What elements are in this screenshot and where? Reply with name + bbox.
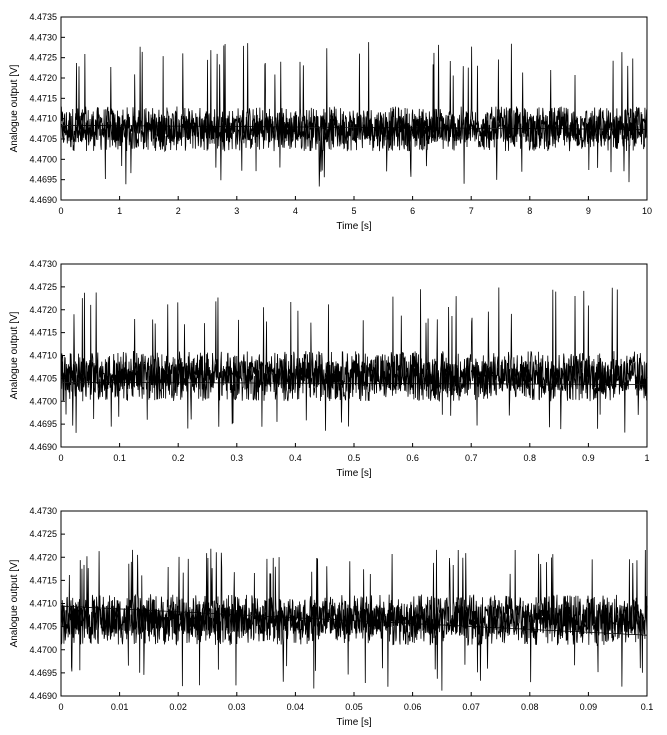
y-tick-label: 4.4710 <box>29 114 57 124</box>
x-tick-label: 0.02 <box>169 702 187 712</box>
x-tick-label: 5 <box>351 206 356 216</box>
y-tick-label: 4.4715 <box>29 328 57 338</box>
x-tick-label: 0 <box>58 702 63 712</box>
x-tick-label: 0.09 <box>580 702 598 712</box>
x-tick-label: 0.2 <box>172 453 185 463</box>
x-axis-label: Time [s] <box>336 221 371 232</box>
y-tick-label: 4.4705 <box>29 373 57 383</box>
y-axis-label: Analogue output [V] <box>9 559 20 647</box>
y-tick-label: 4.4695 <box>29 668 57 678</box>
x-tick-label: 0.01 <box>111 702 129 712</box>
x-tick-label: 0.07 <box>462 702 480 712</box>
y-tick-label: 4.4725 <box>29 53 57 63</box>
x-tick-label: 0.3 <box>231 453 244 463</box>
series-line <box>60 287 648 433</box>
series-line <box>60 548 648 691</box>
y-tick-label: 4.4700 <box>29 396 57 406</box>
y-tick-label: 4.4690 <box>29 195 57 205</box>
y-axis-label: Analogue output [V] <box>9 64 20 152</box>
y-tick-label: 4.4735 <box>29 12 57 22</box>
chart-2: 4.4690 4.4695 4.4700 4.4705 4.4710 4.4715 4.47… <box>9 259 650 479</box>
x-tick-label: 2 <box>176 206 181 216</box>
x-tick-label: 0.05 <box>345 702 363 712</box>
x-tick-label: 3 <box>234 206 239 216</box>
y-tick-label: 4.4725 <box>29 529 57 539</box>
x-tick-label: 0.8 <box>524 453 537 463</box>
y-tick-label: 4.4725 <box>29 282 57 292</box>
x-tick-label: 0.6 <box>406 453 419 463</box>
x-tick-label: 0.04 <box>287 702 305 712</box>
y-tick-label: 4.4700 <box>29 154 57 164</box>
y-tick-label: 4.4730 <box>29 32 57 42</box>
x-tick-label: 6 <box>410 206 415 216</box>
y-tick-label: 4.4720 <box>29 305 57 315</box>
series-line <box>60 42 648 187</box>
x-tick-label: 0.1 <box>113 453 126 463</box>
y-axis-label: Analogue output [V] <box>9 311 20 399</box>
chart-3: 4.4690 4.4695 4.4700 4.4705 4.4710 4.4715 4.47… <box>9 506 653 728</box>
y-tick-label: 4.4715 <box>29 575 57 585</box>
x-tick-label: 1 <box>117 206 122 216</box>
x-tick-label: 9 <box>586 206 591 216</box>
y-tick-label: 4.4705 <box>29 622 57 632</box>
x-tick-label: 0.9 <box>582 453 595 463</box>
x-tick-label: 0.03 <box>228 702 246 712</box>
y-tick-label: 4.4705 <box>29 134 57 144</box>
y-tick-label: 4.4720 <box>29 73 57 83</box>
y-tick-label: 4.4710 <box>29 351 57 361</box>
y-tick-label: 4.4695 <box>29 175 57 185</box>
x-tick-label: 4 <box>293 206 298 216</box>
x-tick-label: 0 <box>58 453 63 463</box>
x-tick-label: 0.06 <box>404 702 422 712</box>
y-tick-label: 4.4690 <box>29 442 57 452</box>
x-tick-label: 1 <box>644 453 649 463</box>
y-tick-label: 4.4710 <box>29 599 57 609</box>
x-tick-label: 0 <box>58 206 63 216</box>
x-tick-label: 0.1 <box>641 702 654 712</box>
x-tick-label: 0.4 <box>289 453 302 463</box>
y-tick-label: 4.4690 <box>29 691 57 701</box>
x-tick-label: 0.5 <box>348 453 361 463</box>
y-tick-label: 4.4700 <box>29 645 57 655</box>
x-tick-label: 8 <box>527 206 532 216</box>
chart-1: 4.4690 4.4695 4.4700 4.4705 4.4710 4.4715 4.47… <box>9 12 652 232</box>
x-tick-label: 7 <box>469 206 474 216</box>
x-axis-label: Time [s] <box>336 468 371 479</box>
y-tick-label: 4.4730 <box>29 506 57 516</box>
x-axis-label: Time [s] <box>336 717 371 728</box>
y-tick-label: 4.4720 <box>29 552 57 562</box>
y-tick-label: 4.4695 <box>29 419 57 429</box>
x-tick-label: 0.7 <box>465 453 478 463</box>
x-tick-label: 10 <box>642 206 652 216</box>
y-tick-label: 4.4715 <box>29 93 57 103</box>
y-tick-label: 4.4730 <box>29 259 57 269</box>
x-tick-label: 0.08 <box>521 702 539 712</box>
